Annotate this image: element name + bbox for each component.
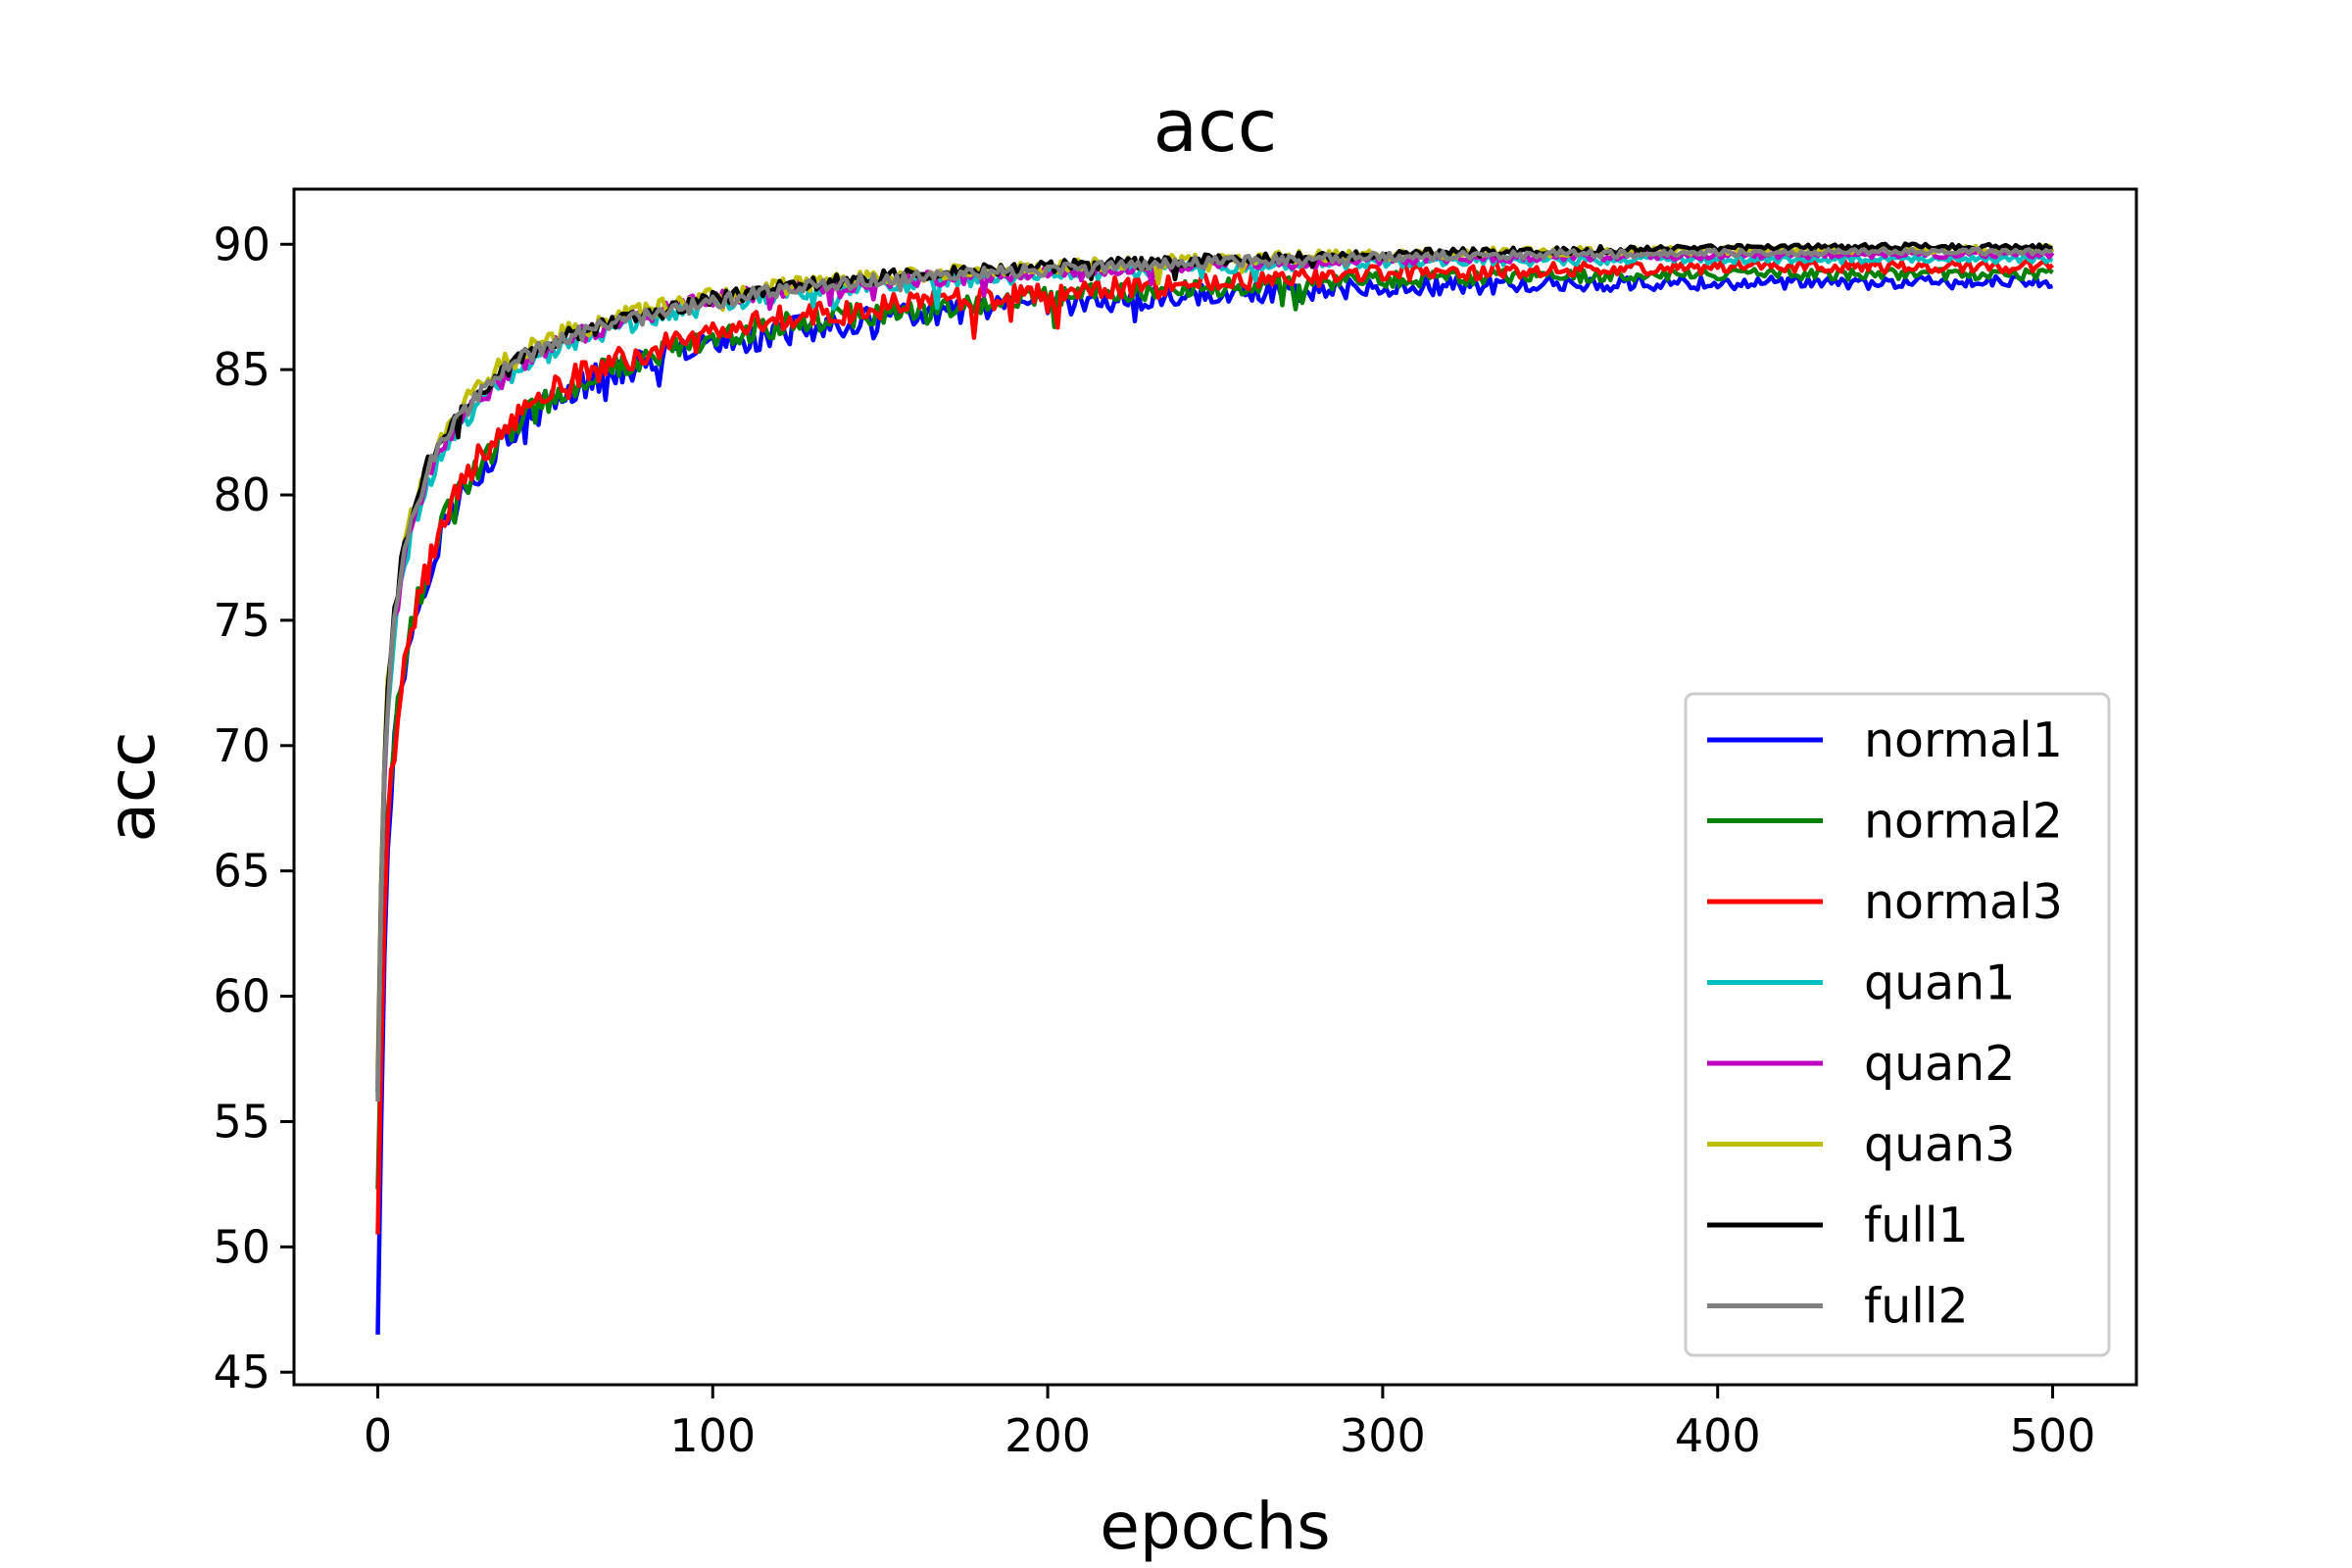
legend-label-normal3: normal3 — [1864, 874, 2063, 930]
legend-box — [1684, 692, 2111, 1357]
legend-label-quan3: quan3 — [1864, 1117, 2015, 1173]
legend-label-quan2: quan2 — [1864, 1036, 2015, 1092]
y-axis-ticks: 45 50 55 60 65 70 75 80 85 90 — [213, 218, 294, 1398]
y-tick-label: 90 — [213, 218, 270, 270]
x-tick-label: 0 — [364, 1409, 392, 1462]
legend-label-normal1: normal1 — [1864, 712, 2063, 768]
series-line-normal3 — [375, 258, 2054, 1235]
x-tick-label: 200 — [1004, 1409, 1091, 1462]
series-line-full2 — [375, 246, 2053, 1102]
y-tick-label: 50 — [213, 1220, 270, 1273]
y-tick-label: 60 — [213, 970, 270, 1023]
x-tick-label: 100 — [669, 1409, 756, 1462]
y-tick-label: 70 — [213, 719, 270, 772]
plot-frame — [292, 187, 2138, 1387]
series-line-normal1 — [375, 273, 2053, 1335]
y-tick-label: 80 — [213, 468, 270, 521]
legend-label-full2: full2 — [1864, 1279, 1969, 1335]
x-tick-label: 400 — [1675, 1409, 1761, 1462]
y-tick-label: 75 — [213, 594, 270, 647]
legend-label-full1: full1 — [1864, 1198, 1969, 1253]
legend-label-quan1: quan1 — [1864, 956, 2015, 1011]
y-tick-label: 85 — [213, 343, 270, 396]
x-axis-label: epochs — [1100, 1489, 1330, 1564]
x-tick-label: 300 — [1340, 1409, 1426, 1462]
x-axis-ticks: 0 100 200 300 400 500 — [364, 1385, 2096, 1462]
legend-items: normal1 normal2 normal3 quan1 quan2 quan3 full… — [1707, 712, 2063, 1335]
plot-lines — [375, 241, 2055, 1335]
y-tick-label: 45 — [213, 1346, 270, 1398]
legend-label-normal2: normal2 — [1864, 794, 2063, 850]
y-tick-label: 55 — [213, 1095, 270, 1148]
y-tick-label: 65 — [213, 845, 270, 898]
legend: normal1 normal2 normal3 quan1 quan2 quan3 full… — [1684, 692, 2111, 1357]
x-tick-label: 500 — [2010, 1409, 2096, 1462]
chart-title: acc — [1153, 84, 1278, 169]
y-axis-label: acc — [94, 731, 170, 842]
